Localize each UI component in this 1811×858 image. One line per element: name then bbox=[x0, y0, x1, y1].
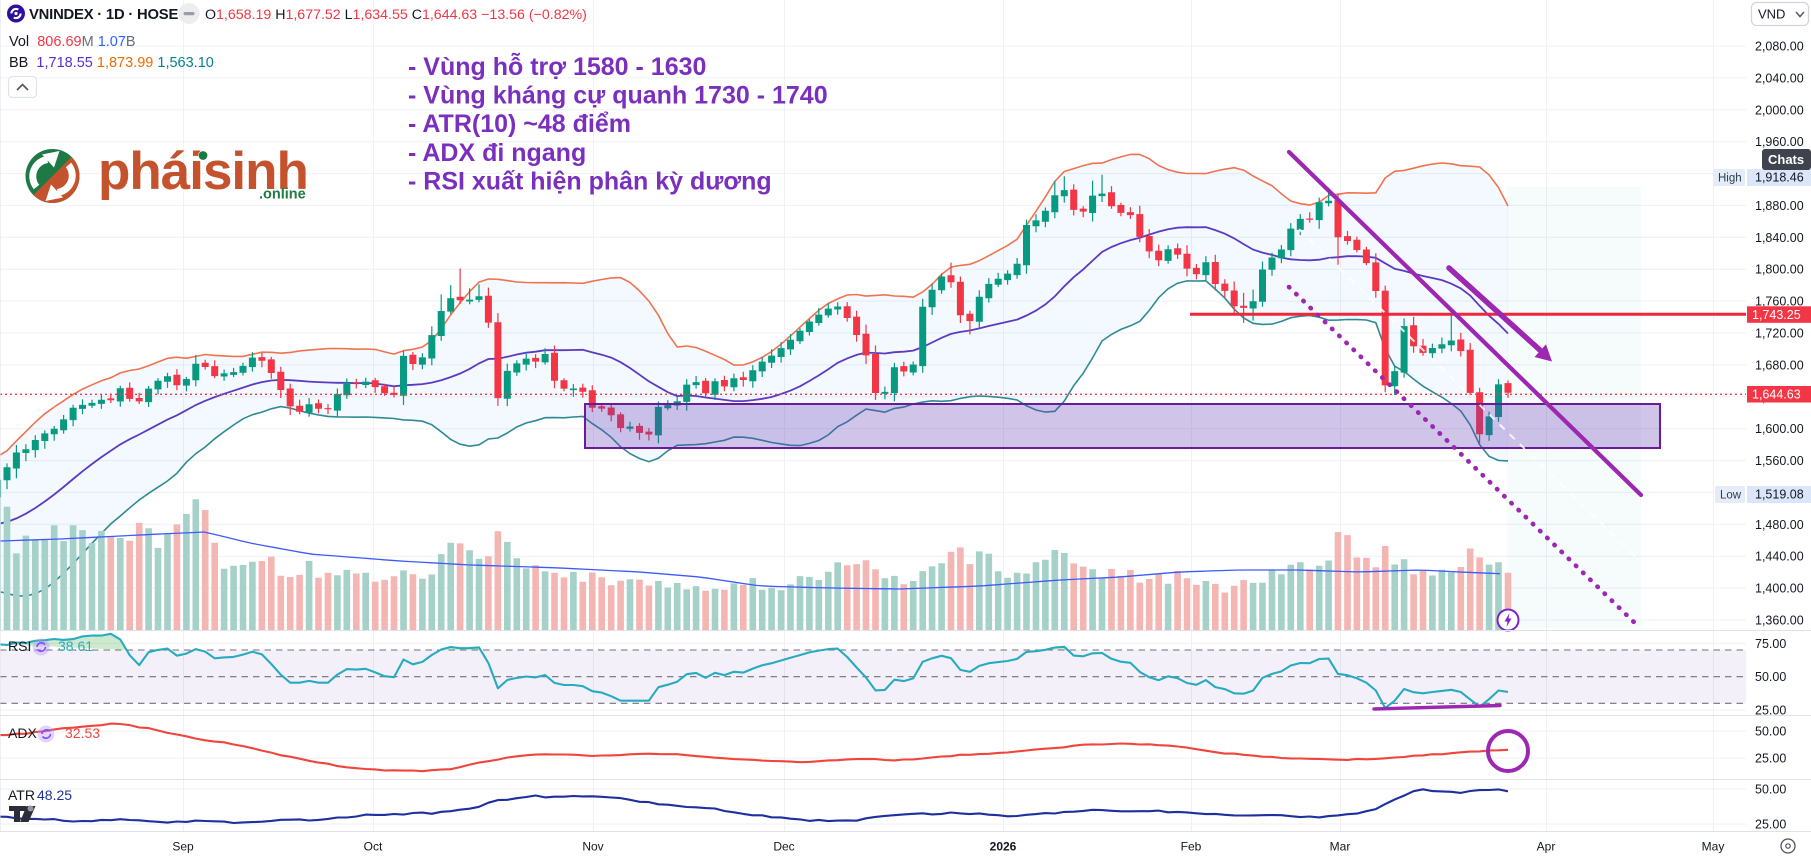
svg-text:50.00: 50.00 bbox=[1755, 725, 1786, 739]
svg-text:25.00: 25.00 bbox=[1755, 704, 1786, 718]
svg-text:1,760.00: 1,760.00 bbox=[1755, 295, 1804, 309]
svg-text:Feb: Feb bbox=[1181, 840, 1202, 854]
svg-text:Vol 806.69M 1.07B: Vol 806.69M 1.07B bbox=[9, 34, 136, 50]
svg-text:ADX: ADX bbox=[8, 725, 37, 741]
svg-text:1,360.00: 1,360.00 bbox=[1755, 613, 1804, 627]
svg-text:1,519.08: 1,519.08 bbox=[1755, 488, 1804, 502]
svg-text:- Vùng hỗ trợ 1580 - 1630: - Vùng hỗ trợ 1580 - 1630 bbox=[408, 51, 706, 81]
svg-text:BB 1,718.55 1,873.99 1,563.10: BB 1,718.55 1,873.99 1,563.10 bbox=[9, 55, 214, 71]
svg-text:25.00: 25.00 bbox=[1755, 818, 1786, 832]
svg-text:O1,658.19 H1,677.52 L1,634.55: O1,658.19 H1,677.52 L1,634.55 C1,644.63 … bbox=[205, 7, 587, 23]
svg-text:May: May bbox=[1702, 840, 1725, 854]
svg-text:- RSI xuất hiện phân kỳ dương: - RSI xuất hiện phân kỳ dương bbox=[408, 167, 772, 195]
svg-text:1,720.00: 1,720.00 bbox=[1755, 326, 1804, 340]
svg-text:2,000.00: 2,000.00 bbox=[1755, 103, 1804, 117]
svg-text:1,800.00: 1,800.00 bbox=[1755, 263, 1804, 277]
svg-text:Chats: Chats bbox=[1768, 152, 1804, 167]
svg-text:2026: 2026 bbox=[990, 840, 1017, 854]
svg-text:Mar: Mar bbox=[1330, 840, 1351, 854]
svg-text:Dec: Dec bbox=[773, 840, 794, 854]
svg-text:RSI: RSI bbox=[8, 638, 31, 654]
svg-text:1,840.00: 1,840.00 bbox=[1755, 231, 1804, 245]
svg-text:1,480.00: 1,480.00 bbox=[1755, 518, 1804, 532]
svg-text:1,680.00: 1,680.00 bbox=[1755, 358, 1804, 372]
svg-text:Oct: Oct bbox=[364, 840, 383, 854]
svg-text:48.25: 48.25 bbox=[37, 787, 72, 803]
svg-text:1,960.00: 1,960.00 bbox=[1755, 135, 1804, 149]
svg-text:1,644.63: 1,644.63 bbox=[1752, 388, 1801, 402]
svg-text:2,040.00: 2,040.00 bbox=[1755, 71, 1804, 85]
svg-text:1,918.46: 1,918.46 bbox=[1755, 171, 1804, 185]
svg-text:Nov: Nov bbox=[582, 840, 603, 854]
svg-text:.online: .online bbox=[259, 187, 306, 203]
svg-text:2,080.00: 2,080.00 bbox=[1755, 40, 1804, 54]
svg-text:1,743.25: 1,743.25 bbox=[1752, 308, 1801, 322]
svg-text:High: High bbox=[1718, 173, 1742, 185]
svg-text:38.61: 38.61 bbox=[58, 638, 93, 654]
svg-text:ATR: ATR bbox=[8, 787, 35, 803]
svg-text:75.00: 75.00 bbox=[1755, 637, 1786, 651]
svg-text:1,600.00: 1,600.00 bbox=[1755, 422, 1804, 436]
svg-text:1,440.00: 1,440.00 bbox=[1755, 550, 1804, 564]
svg-text:25.00: 25.00 bbox=[1755, 752, 1786, 766]
svg-text:1,400.00: 1,400.00 bbox=[1755, 582, 1804, 596]
svg-text:50.00: 50.00 bbox=[1755, 783, 1786, 797]
svg-text:- Vùng kháng cự quanh 1730 - 1: - Vùng kháng cự quanh 1730 - 1740 bbox=[408, 82, 828, 110]
svg-text:1,560.00: 1,560.00 bbox=[1755, 454, 1804, 468]
svg-text:- ADX đi ngang: - ADX đi ngang bbox=[408, 139, 586, 167]
svg-text:- ATR(10) ~48 điểm: - ATR(10) ~48 điểm bbox=[408, 110, 631, 138]
svg-text:1,880.00: 1,880.00 bbox=[1755, 199, 1804, 213]
svg-text:Apr: Apr bbox=[1537, 840, 1556, 854]
svg-text:50.00: 50.00 bbox=[1755, 670, 1786, 684]
svg-text:32.53: 32.53 bbox=[65, 725, 100, 741]
svg-text:Sep: Sep bbox=[172, 840, 194, 854]
svg-text:Low: Low bbox=[1720, 490, 1742, 502]
svg-text:VND: VND bbox=[1758, 7, 1785, 22]
svg-text:VNINDEX · 1D · HOSE: VNINDEX · 1D · HOSE bbox=[29, 7, 178, 23]
